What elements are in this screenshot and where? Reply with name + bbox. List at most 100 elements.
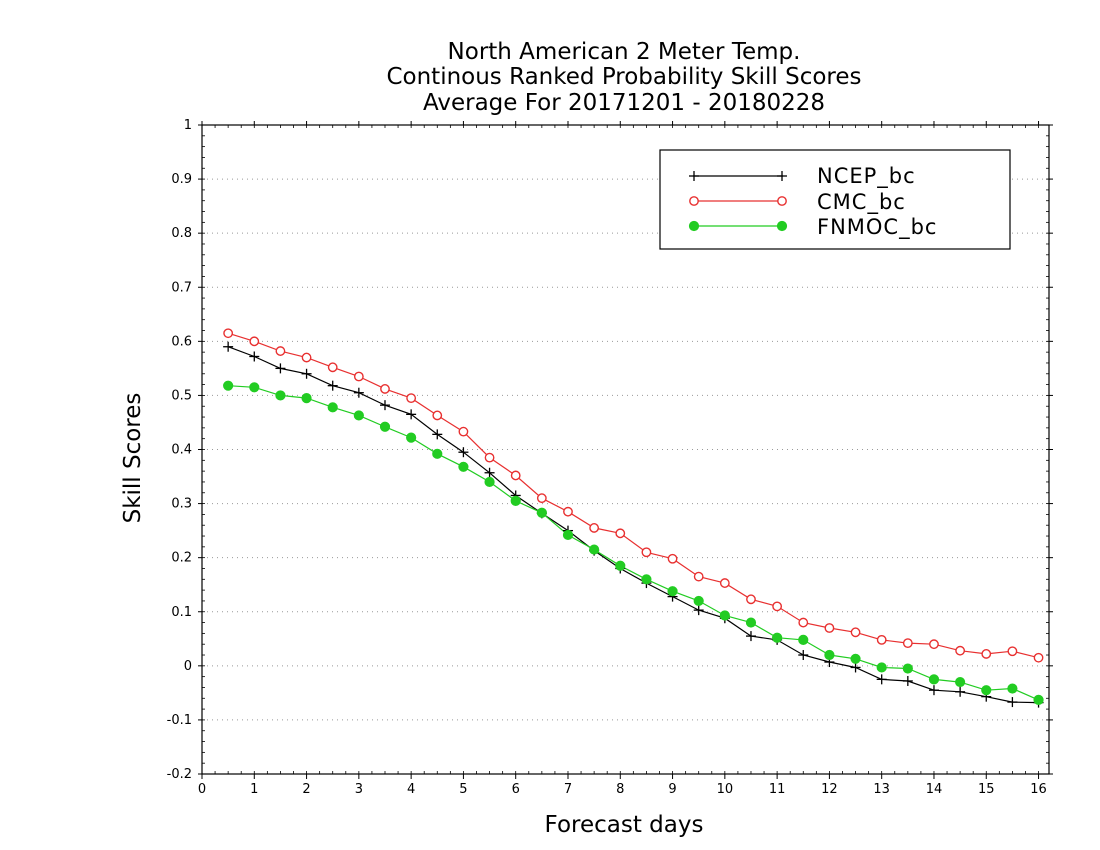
data-point-cmc-bc <box>955 645 966 656</box>
data-point-fnmoc-bc <box>510 495 521 506</box>
x-tick-label: 3 <box>355 782 363 797</box>
data-point-ncep-bc <box>249 351 260 362</box>
data-point-cmc-bc <box>693 571 704 582</box>
chart-title-line-3: Average For 20171201 - 20180228 <box>423 90 825 116</box>
data-point-cmc-bc <box>327 362 338 373</box>
y-tick-label: 0 <box>184 659 192 674</box>
x-tick-label: 12 <box>821 782 838 797</box>
data-point-cmc-bc <box>667 553 678 564</box>
data-point-fnmoc-bc <box>1007 683 1018 694</box>
data-point-fnmoc-bc <box>327 402 338 413</box>
chart-title-line-1: North American 2 Meter Temp. <box>448 39 801 65</box>
data-point-cmc-bc <box>563 506 573 517</box>
data-point-cmc-bc <box>301 352 312 363</box>
x-axis-title: Forecast days <box>545 812 704 838</box>
chart-title: North American 2 Meter Temp. Continous R… <box>386 39 861 116</box>
x-tick-label: 5 <box>459 782 467 797</box>
legend-label-ncep: NCEP_bc <box>817 164 916 189</box>
plot-area-frame <box>201 124 1050 775</box>
data-point-cmc-bc <box>719 578 730 588</box>
legend-marker-cmc-bc <box>689 196 699 206</box>
data-point-cmc-bc <box>510 470 521 481</box>
x-tick-label: 0 <box>198 782 206 797</box>
data-point-cmc-bc <box>746 594 756 605</box>
data-point-ncep-bc <box>693 605 704 616</box>
data-point-fnmoc-bc <box>772 632 783 643</box>
series-line-ncep-bc <box>227 346 1039 704</box>
data-point-cmc-bc <box>929 639 939 650</box>
x-tick-label: 14 <box>926 782 943 797</box>
x-tick-label: 8 <box>616 782 624 797</box>
data-point-ncep-bc <box>275 363 286 374</box>
data-point-fnmoc-bc <box>536 507 547 518</box>
data-point-fnmoc-bc <box>379 421 391 432</box>
data-point-ncep-bc <box>798 650 809 661</box>
data-point-cmc-bc <box>876 634 887 645</box>
data-point-fnmoc-bc <box>824 649 835 661</box>
y-tick-label: -0.1 <box>167 713 192 728</box>
data-point-fnmoc-bc <box>353 410 364 421</box>
data-point-fnmoc-bc <box>562 529 574 541</box>
data-point-fnmoc-bc <box>275 390 286 401</box>
y-tick-label: -0.2 <box>167 767 192 782</box>
data-point-ncep-bc <box>484 467 495 478</box>
data-point-fnmoc-bc <box>693 595 704 607</box>
legend-label-fnmoc: FNMOC_bc <box>817 215 937 240</box>
series-markers <box>223 328 1044 708</box>
x-tick-label: 7 <box>564 782 572 797</box>
data-point-cmc-bc <box>380 384 390 394</box>
legend-marker-ncep-bc <box>777 171 787 181</box>
data-point-fnmoc-bc <box>484 476 495 488</box>
data-point-cmc-bc <box>772 601 783 612</box>
x-axis-tick-labels: 0 1 2 3 4 5 6 7 8 9 10 11 12 13 14 15 16 <box>198 782 1047 797</box>
data-point-fnmoc-bc <box>432 448 443 459</box>
data-point-ncep-bc <box>745 631 756 642</box>
data-point-ncep-bc <box>353 387 364 398</box>
legend-box <box>659 149 1011 250</box>
data-point-ncep-bc <box>902 675 913 686</box>
x-tick-label: 4 <box>407 782 415 797</box>
data-point-fnmoc-bc <box>876 662 887 673</box>
data-point-fnmoc-bc <box>406 432 417 443</box>
x-tick-label: 1 <box>250 782 258 797</box>
data-point-ncep-bc <box>955 686 966 697</box>
y-tick-label: 0.6 <box>171 334 192 349</box>
data-point-cmc-bc <box>1033 652 1044 663</box>
data-point-fnmoc-bc <box>615 560 626 571</box>
y-tick-label: 0.9 <box>171 172 192 187</box>
series-lines <box>227 332 1039 704</box>
legend-marker-cmc-bc <box>777 196 787 206</box>
chart-title-line-2: Continous Ranked Probability Skill Score… <box>386 64 861 90</box>
data-point-fnmoc-bc <box>589 544 600 555</box>
x-tick-label: 15 <box>978 782 995 797</box>
data-point-fnmoc-bc <box>223 380 234 391</box>
data-point-cmc-bc <box>458 426 469 437</box>
legend-marker-fnmoc-bc <box>688 220 700 232</box>
x-tick-label: 6 <box>512 782 520 797</box>
data-point-fnmoc-bc <box>902 663 913 674</box>
legend-label-cmc: CMC_bc <box>817 190 906 215</box>
legend-marker-ncep-bc <box>689 171 699 181</box>
data-point-ncep-bc <box>850 662 861 673</box>
x-tick-label: 10 <box>717 782 734 797</box>
legend-marker-fnmoc-bc <box>776 220 788 232</box>
data-point-fnmoc-bc <box>641 574 652 585</box>
x-tick-label: 9 <box>668 782 676 797</box>
data-point-cmc-bc <box>641 547 652 558</box>
data-point-fnmoc-bc <box>249 382 260 393</box>
data-point-cmc-bc <box>615 528 626 539</box>
data-point-ncep-bc <box>928 685 939 696</box>
y-axis-tick-labels: -0.2 -0.1 0 0.1 0.2 0.3 0.4 0.5 0.6 0.7 0.8 0.9 1 <box>167 118 192 782</box>
x-tick-label: 13 <box>873 782 890 797</box>
data-point-fnmoc-bc <box>301 393 312 404</box>
y-tick-label: 1 <box>184 118 192 133</box>
data-point-cmc-bc <box>798 617 809 628</box>
data-point-fnmoc-bc <box>981 685 992 696</box>
data-point-ncep-bc <box>379 400 390 411</box>
data-point-cmc-bc <box>353 371 364 382</box>
data-point-ncep-bc <box>223 341 234 352</box>
y-tick-label: 0.3 <box>171 497 192 512</box>
data-point-fnmoc-bc <box>1033 694 1044 706</box>
y-tick-label: 0.2 <box>171 551 192 566</box>
